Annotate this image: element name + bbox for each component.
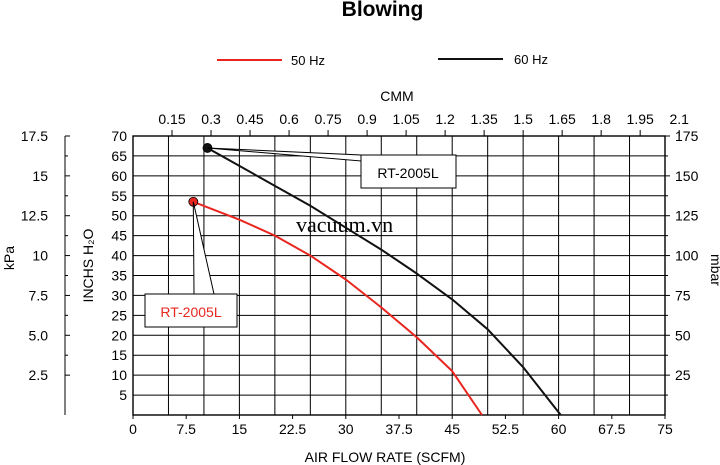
x-top-tick-label: 1.65	[549, 111, 576, 127]
x-axis-label: AIR FLOW RATE (SCFM)	[305, 449, 466, 465]
x-top-tick-label: 1.05	[392, 111, 419, 127]
y-tick-label: 55	[111, 188, 127, 204]
mbar-tick-label: 25	[675, 367, 691, 383]
callout-box-60hz	[360, 154, 457, 189]
x-tick-label: 52.5	[492, 421, 519, 437]
x-tick-label: 15	[232, 421, 248, 437]
axis-labels: AIR FLOW RATE (SCFM) CMM INCHS H₂O kPa m…	[1, 88, 720, 465]
mbar-tick-label: 125	[675, 208, 699, 224]
kpa-tick-label: 5.0	[29, 327, 49, 343]
y-tick-label: 65	[111, 148, 127, 164]
chart-title: Blowing	[341, 0, 424, 21]
x-top-tick-label: 1.2	[435, 111, 455, 127]
mbar-tick-label: 75	[675, 287, 691, 303]
x-tick-label: 75	[657, 421, 673, 437]
x-tick-label: 0	[129, 421, 137, 437]
x-top-tick-label: 0.3	[201, 111, 221, 127]
x-top-tick-label: 1.35	[470, 111, 497, 127]
y-tick-label: 50	[111, 208, 127, 224]
y-tick-label: 40	[111, 248, 127, 264]
y-tick-label: 20	[111, 327, 127, 343]
x-tick-label: 67.5	[598, 421, 625, 437]
x-top-tick-label: 1.5	[513, 111, 533, 127]
kpa-tick-label: 15	[32, 168, 48, 184]
kpa-tick-label: 10	[32, 248, 48, 264]
mbar-tick-label: 100	[675, 248, 699, 264]
watermark: vacuum.vn	[296, 212, 393, 237]
legend: 50 Hz 60 Hz	[217, 52, 548, 68]
kpa-tick-label: 17.5	[21, 128, 48, 144]
x-top-tick-label: 2.1	[669, 111, 689, 127]
x-top-tick-label: 0.9	[357, 111, 377, 127]
legend-label-60hz: 60 Hz	[514, 52, 548, 67]
x-tick-label: 22.5	[279, 421, 306, 437]
callout-pointer-60hz	[207, 147, 362, 162]
x-tick-label: 37.5	[385, 421, 412, 437]
kpa-tick-label: 2.5	[29, 367, 49, 383]
series-line-60hz	[206, 147, 562, 416]
x-tick-label: 60	[551, 421, 567, 437]
mbar-tick-label: 50	[675, 327, 691, 343]
y-tick-label: 45	[111, 228, 127, 244]
kpa-tick-label: 12.5	[21, 208, 48, 224]
series	[188, 143, 562, 416]
legend-label-50hz: 50 Hz	[291, 53, 325, 68]
y-tick-label: 30	[111, 287, 127, 303]
x-top-tick-label: 0.75	[314, 111, 341, 127]
callout-label-60hz: RT-2005L	[377, 165, 438, 181]
y-tick-label: 10	[111, 367, 127, 383]
callout-box-50hz	[144, 293, 238, 328]
callouts: RT-2005L RT-2005L	[144, 147, 457, 328]
y-tick-label: 60	[111, 168, 127, 184]
mbar-axis-label: mbar	[708, 254, 720, 286]
callout-label-50hz: RT-2005L	[160, 304, 221, 320]
y-tick-label: 15	[111, 347, 127, 363]
y-tick-label: 25	[111, 307, 127, 323]
kpa-axis-label: kPa	[1, 246, 17, 270]
x-top-tick-label: 1.95	[627, 111, 654, 127]
kpa-tick-label: 7.5	[29, 287, 49, 303]
x-top-tick-label: 0.15	[158, 111, 185, 127]
x-tick-label: 45	[444, 421, 460, 437]
x-top-tick-label: 1.8	[591, 111, 611, 127]
x-top-tick-label: 0.45	[236, 111, 263, 127]
x-tick-label: 7.5	[176, 421, 196, 437]
y-axis-label: INCHS H₂O	[80, 228, 96, 302]
y-tick-label: 35	[111, 268, 127, 284]
axes: 0 7.5 15 22.5 30 37.5 45 52.5 60 67.5 750.15 0.3 0.4…	[21, 111, 699, 437]
x-tick-label: 30	[338, 421, 354, 437]
mbar-tick-label: 175	[675, 128, 699, 144]
x-top-tick-label: 0.6	[279, 111, 299, 127]
x-top-axis-label: CMM	[380, 88, 413, 104]
mbar-tick-label: 150	[675, 168, 699, 184]
y-tick-label: 70	[111, 128, 127, 144]
y-tick-label: 5	[119, 387, 127, 403]
series-line-50hz	[192, 200, 483, 416]
